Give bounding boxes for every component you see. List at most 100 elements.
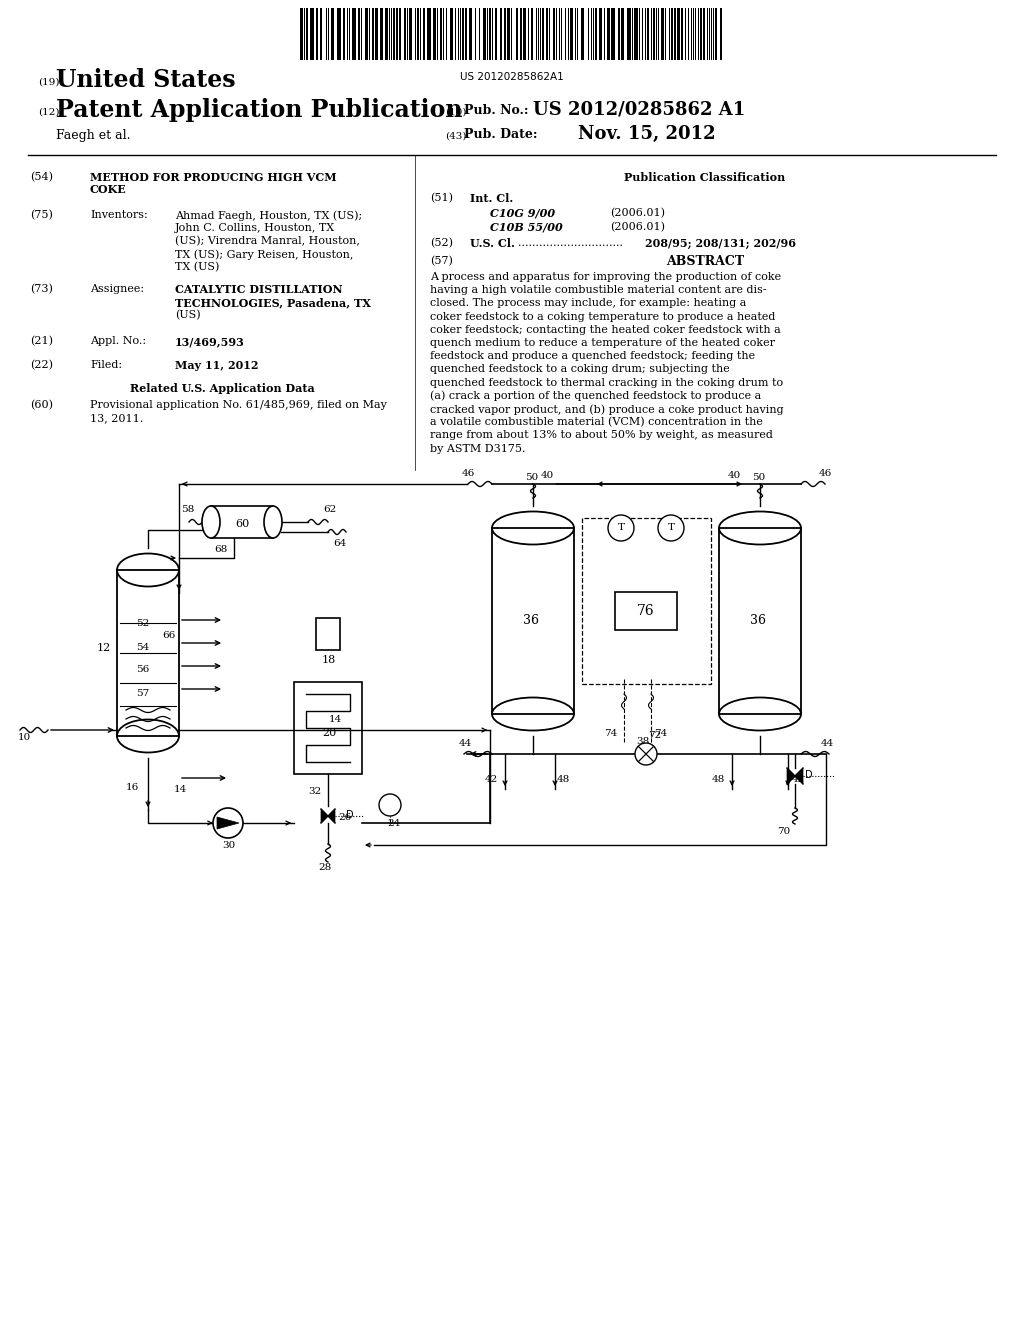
Text: cracked vapor product, and (b) produce a coke product having: cracked vapor product, and (b) produce a… bbox=[430, 404, 783, 414]
Bar bbox=[700, 8, 702, 59]
Text: Nov. 15, 2012: Nov. 15, 2012 bbox=[578, 125, 716, 143]
Circle shape bbox=[635, 743, 657, 766]
Text: U.S. Cl.: U.S. Cl. bbox=[470, 238, 515, 249]
Text: (10): (10) bbox=[445, 107, 467, 116]
Text: 48: 48 bbox=[557, 775, 570, 784]
Text: 18: 18 bbox=[322, 655, 336, 665]
Text: 16: 16 bbox=[126, 784, 139, 792]
Text: 26: 26 bbox=[338, 813, 351, 822]
Bar bbox=[582, 517, 711, 684]
Text: 44: 44 bbox=[459, 739, 472, 748]
Text: Related U.S. Application Data: Related U.S. Application Data bbox=[130, 383, 314, 393]
Text: (12): (12) bbox=[38, 107, 59, 116]
Bar bbox=[570, 8, 573, 59]
Bar bbox=[306, 8, 308, 59]
Text: CATALYTIC DISTILLATION: CATALYTIC DISTILLATION bbox=[175, 284, 343, 294]
Text: 13, 2011.: 13, 2011. bbox=[90, 413, 143, 422]
Bar bbox=[337, 8, 341, 59]
Text: 74: 74 bbox=[654, 730, 668, 738]
Bar bbox=[450, 8, 453, 59]
Bar bbox=[618, 8, 620, 59]
Bar bbox=[553, 8, 555, 59]
Bar bbox=[117, 570, 179, 737]
Text: A process and apparatus for improving the production of coke: A process and apparatus for improving th… bbox=[430, 272, 781, 282]
Polygon shape bbox=[217, 817, 239, 829]
Text: (43): (43) bbox=[445, 132, 467, 140]
Text: a volatile combustible material (VCM) concentration in the: a volatile combustible material (VCM) co… bbox=[430, 417, 763, 428]
Text: (US); Virendra Manral, Houston,: (US); Virendra Manral, Houston, bbox=[175, 236, 359, 247]
Text: TX (US); Gary Reisen, Houston,: TX (US); Gary Reisen, Houston, bbox=[175, 249, 353, 260]
Text: Filed:: Filed: bbox=[90, 360, 122, 370]
Bar bbox=[500, 8, 502, 59]
Text: (a) crack a portion of the quenched feedstock to produce a: (a) crack a portion of the quenched feed… bbox=[430, 391, 761, 401]
Text: TECHNOLOGIES, Pasadena, TX: TECHNOLOGIES, Pasadena, TX bbox=[175, 297, 371, 308]
Bar bbox=[504, 8, 506, 59]
Bar bbox=[599, 8, 602, 59]
Bar bbox=[581, 8, 584, 59]
Text: 208/95; 208/131; 202/96: 208/95; 208/131; 202/96 bbox=[645, 238, 796, 249]
Text: US 20120285862A1: US 20120285862A1 bbox=[460, 73, 564, 82]
Bar bbox=[211, 506, 273, 539]
Text: Provisional application No. 61/485,969, filed on May: Provisional application No. 61/485,969, … bbox=[90, 400, 387, 411]
Text: ..............................: .............................. bbox=[518, 238, 623, 248]
Text: feedstock and produce a quenched feedstock; feeding the: feedstock and produce a quenched feedsto… bbox=[430, 351, 755, 362]
Circle shape bbox=[658, 515, 684, 541]
Text: (2006.01): (2006.01) bbox=[610, 222, 665, 232]
Text: Assignee:: Assignee: bbox=[90, 284, 144, 294]
Text: TX (US): TX (US) bbox=[175, 261, 219, 272]
Bar bbox=[380, 8, 383, 59]
Text: (US): (US) bbox=[175, 310, 201, 321]
Text: 56: 56 bbox=[136, 665, 150, 675]
Text: 48: 48 bbox=[712, 775, 725, 784]
Bar bbox=[627, 8, 631, 59]
Text: (19): (19) bbox=[38, 78, 59, 87]
Bar bbox=[316, 8, 318, 59]
Text: 57: 57 bbox=[136, 689, 150, 697]
Polygon shape bbox=[321, 809, 328, 822]
Text: 24: 24 bbox=[387, 818, 400, 828]
Text: 62: 62 bbox=[323, 506, 336, 515]
Text: 14: 14 bbox=[174, 785, 187, 795]
Text: quench medium to reduce a temperature of the heated coker: quench medium to reduce a temperature of… bbox=[430, 338, 775, 348]
Text: 10: 10 bbox=[18, 734, 32, 742]
Bar bbox=[404, 8, 406, 59]
Bar bbox=[462, 8, 464, 59]
Text: 50: 50 bbox=[752, 474, 765, 483]
Bar bbox=[399, 8, 401, 59]
Text: Inventors:: Inventors: bbox=[90, 210, 147, 220]
Text: T: T bbox=[668, 524, 675, 532]
Bar bbox=[542, 8, 544, 59]
Bar bbox=[495, 8, 497, 59]
Bar bbox=[531, 8, 534, 59]
Text: Appl. No.:: Appl. No.: bbox=[90, 337, 146, 346]
Text: T: T bbox=[617, 524, 625, 532]
Text: Publication Classification: Publication Classification bbox=[625, 172, 785, 183]
Text: D: D bbox=[805, 770, 813, 780]
Text: having a high volatile combustible material content are dis-: having a high volatile combustible mater… bbox=[430, 285, 767, 296]
Bar bbox=[310, 8, 314, 59]
Bar bbox=[440, 8, 442, 59]
Bar bbox=[427, 8, 431, 59]
Circle shape bbox=[213, 808, 243, 838]
Bar bbox=[720, 8, 722, 59]
Ellipse shape bbox=[264, 506, 282, 539]
Text: 64: 64 bbox=[333, 540, 346, 549]
Text: 13/469,593: 13/469,593 bbox=[175, 337, 245, 347]
Bar bbox=[621, 8, 624, 59]
Text: 46: 46 bbox=[462, 470, 475, 479]
Bar bbox=[358, 8, 360, 59]
Text: 30: 30 bbox=[222, 842, 236, 850]
Bar bbox=[681, 8, 683, 59]
Bar bbox=[423, 8, 425, 59]
Bar bbox=[634, 8, 638, 59]
Text: 20: 20 bbox=[322, 729, 336, 738]
Text: quenched feedstock to thermal cracking in the coking drum to: quenched feedstock to thermal cracking i… bbox=[430, 378, 783, 388]
Bar bbox=[385, 8, 388, 59]
Bar bbox=[595, 8, 597, 59]
Bar bbox=[372, 8, 374, 59]
Bar bbox=[365, 8, 368, 59]
Bar bbox=[615, 591, 677, 630]
Text: closed. The process may include, for example: heating a: closed. The process may include, for exa… bbox=[430, 298, 746, 309]
Text: (51): (51) bbox=[430, 193, 453, 203]
Text: coker feedstock; contacting the heated coker feedstock with a: coker feedstock; contacting the heated c… bbox=[430, 325, 780, 335]
